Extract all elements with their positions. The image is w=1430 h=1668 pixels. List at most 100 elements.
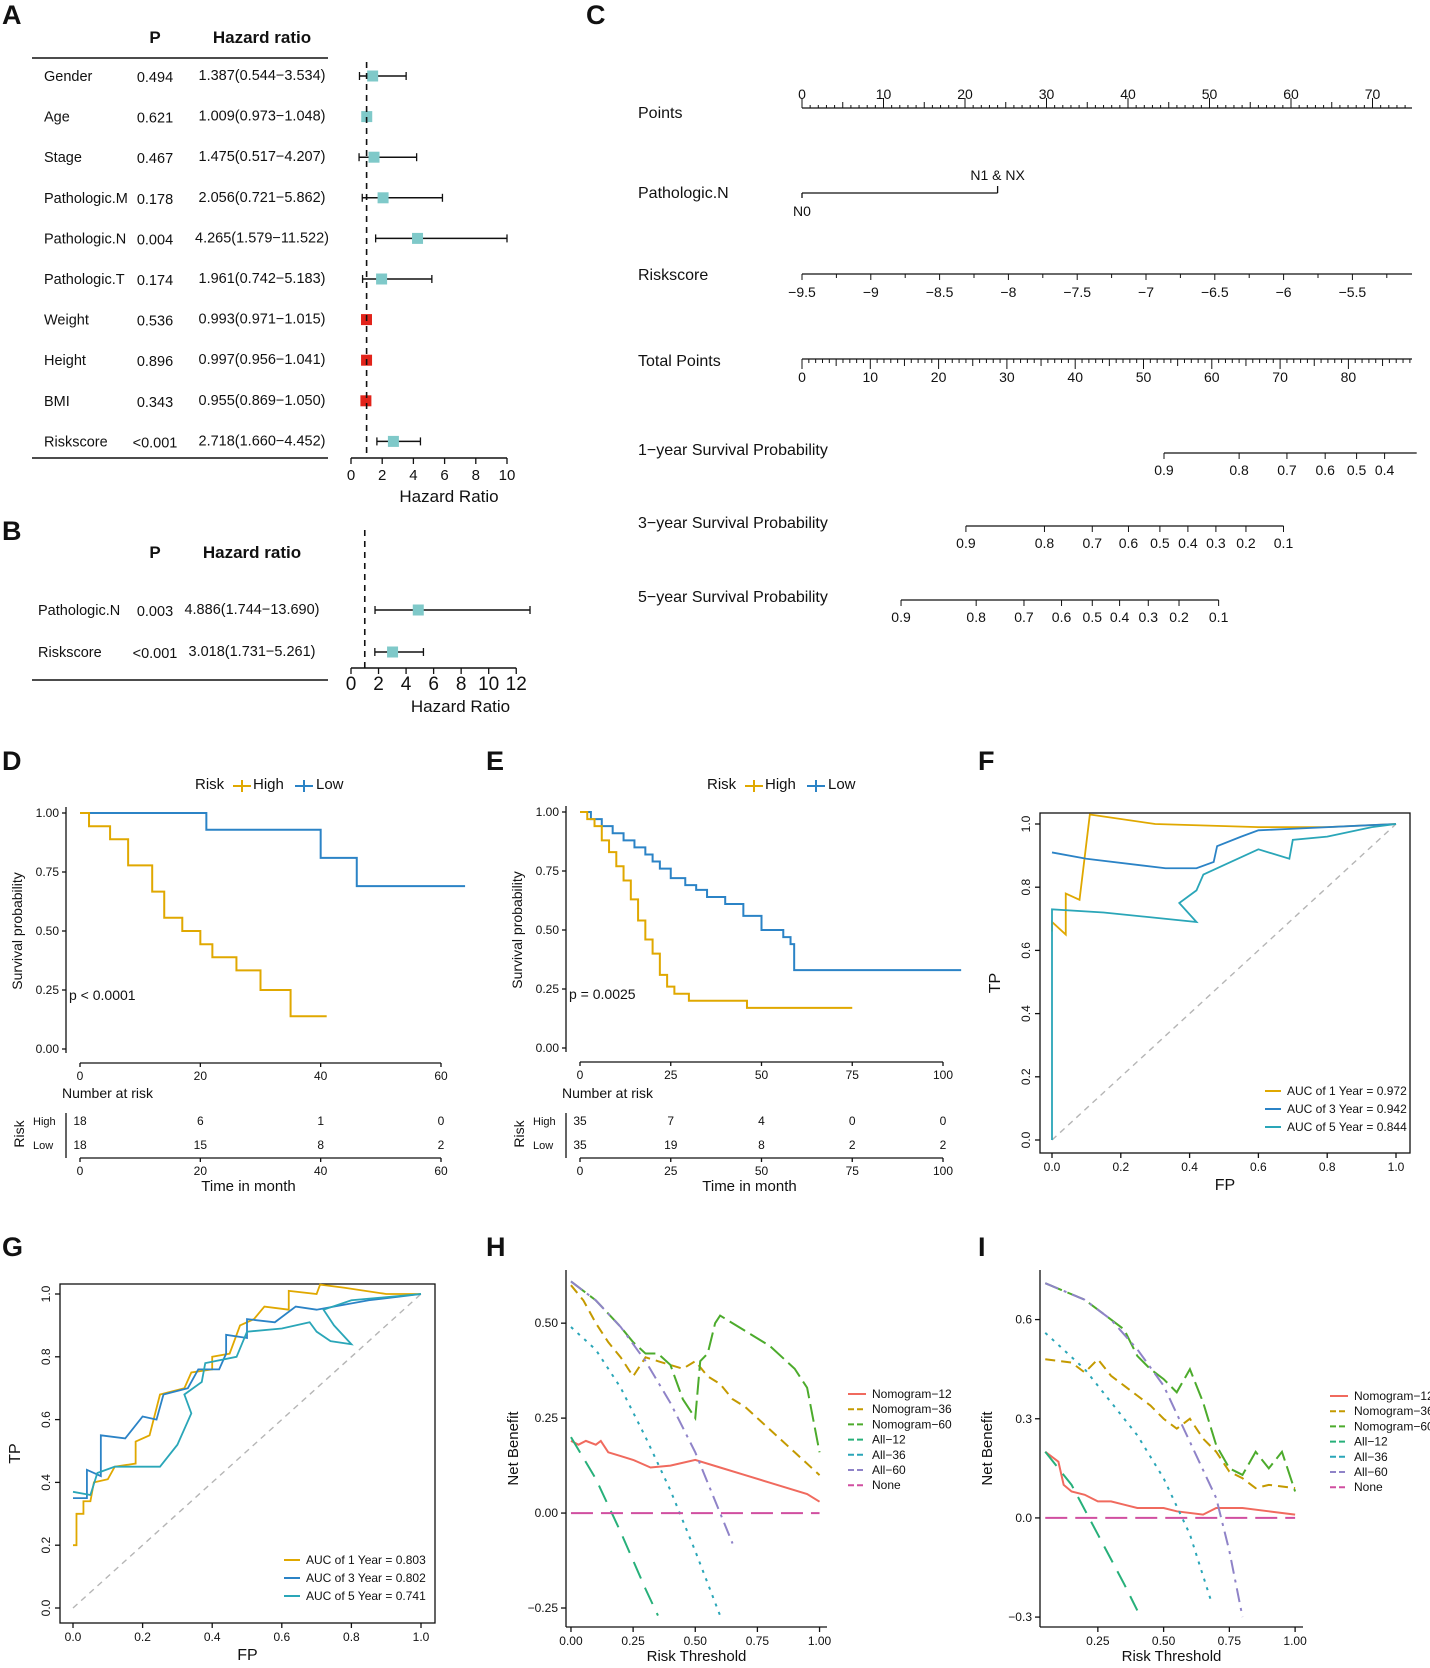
legend-label: None: [1354, 1480, 1383, 1494]
x-tick-label: 0.8: [1319, 1160, 1336, 1174]
risk-high-count: 0: [438, 1114, 445, 1128]
x-axis-title: FP: [1215, 1177, 1235, 1194]
risk-x-tick-label: 100: [933, 1164, 953, 1178]
net-benefit-curve: [570, 1436, 659, 1617]
y-tick-label: 0.75: [36, 865, 60, 879]
x-tick-label: 0.4: [204, 1630, 221, 1644]
panel-i-decision-curve: −0.3 0.0 0.3 0.6 0.25 0.50 0.75 1.00 Risk Thresh…: [979, 1270, 1430, 1665]
hr-point: [377, 192, 389, 204]
survival-tick-label: 0.2: [1169, 609, 1189, 625]
hr-point: [367, 70, 379, 82]
p-value-label: p = 0.0025: [569, 986, 636, 1002]
riskscore-tick-label: −9.5: [788, 284, 816, 300]
low-survival-curve: [580, 811, 962, 972]
roc-curve: [73, 1293, 422, 1499]
y-tick-label: 1.00: [536, 805, 560, 819]
x-tick-label: 0.00: [559, 1634, 583, 1648]
survival-tick-label: 0.7: [1014, 609, 1034, 625]
total-points-tick-label: 80: [1341, 369, 1357, 385]
survival-tick-label: 0.6: [1315, 462, 1335, 478]
row-label-survival: 3−year Survival Probability: [638, 515, 828, 532]
total-points-tick-label: 10: [863, 369, 879, 385]
panel-letter-d: D: [2, 746, 22, 776]
survival-tick-label: 0.1: [1209, 609, 1229, 625]
survival-tick-label: 0.7: [1277, 462, 1297, 478]
row-label: Stage: [44, 150, 82, 166]
row-label-survival: 5−year Survival Probability: [638, 589, 828, 606]
points-tick-label: 40: [1120, 86, 1136, 102]
points-tick-label: 60: [1283, 86, 1299, 102]
x-tick-label: 8: [472, 467, 480, 484]
net-benefit-curve: [1044, 1451, 1139, 1611]
panel-letter-c: C: [586, 0, 606, 30]
points-tick-label: 10: [876, 86, 892, 102]
risk-low-count: 2: [940, 1138, 947, 1152]
x-axis-title: Hazard Ratio: [411, 697, 510, 716]
net-benefit-curve: [570, 1280, 734, 1544]
riskscore-tick-label: −5.5: [1339, 284, 1367, 300]
hr-point: [360, 395, 372, 407]
y-axis-title: TP: [987, 973, 1004, 993]
y-tick-label: 0.6: [1015, 1313, 1032, 1327]
p-header: P: [149, 543, 160, 562]
row-label: Pathologic.T: [44, 272, 125, 288]
row-hazard-ratio: 0.993(0.971−1.015): [199, 312, 326, 328]
riskscore-tick-label: −7.5: [1063, 284, 1091, 300]
legend-label: Nomogram−60: [872, 1417, 952, 1431]
y-tick-label: 0.50: [36, 924, 60, 938]
legend-label: All−60: [872, 1463, 906, 1477]
net-benefit-curve: [1044, 1282, 1297, 1492]
x-axis-title: FP: [237, 1647, 257, 1664]
row-p-value: 0.004: [137, 232, 173, 248]
y-tick-label: 0.00: [36, 1042, 60, 1056]
row-p-value: 0.896: [137, 354, 173, 370]
x-tick-label: 75: [846, 1068, 860, 1082]
legend-label: All−12: [1354, 1435, 1388, 1449]
row-label: BMI: [44, 394, 70, 410]
panel-c-nomogram: Points 0 10 20 30 40 50 60 70 Pathologic.N N0 N1 & …: [638, 86, 1417, 625]
risk-high-count: 7: [667, 1114, 674, 1128]
y-tick-label: 0.3: [1015, 1412, 1032, 1426]
risk-x-tick-label: 40: [314, 1164, 328, 1178]
p-header: P: [149, 28, 160, 47]
x-tick-label: 8: [456, 674, 467, 695]
risk-x-tick-label: 0: [577, 1164, 584, 1178]
legend-label: Nomogram−12: [872, 1387, 952, 1401]
legend-label: All−36: [872, 1448, 906, 1462]
risk-high-count: 6: [197, 1114, 204, 1128]
y-tick-label: 1.00: [36, 806, 60, 820]
risk-low-count: 18: [73, 1138, 87, 1152]
x-tick-label: 1.00: [1283, 1634, 1307, 1648]
x-tick-label: 100: [933, 1068, 953, 1082]
legend-high-key: [745, 780, 763, 792]
x-tick-label: 20: [194, 1069, 208, 1083]
riskscore-tick-label: −9: [863, 284, 879, 300]
legend-high-label: High: [253, 776, 284, 793]
y-tick-label: −0.25: [528, 1601, 559, 1615]
hr-point: [412, 232, 424, 244]
legend-low-key: [295, 780, 313, 792]
risk-table-title: Number at risk: [62, 1085, 154, 1101]
net-benefit-curve: [1044, 1282, 1244, 1618]
legend-label: All−36: [1354, 1450, 1388, 1464]
legend-label: All−60: [1354, 1465, 1388, 1479]
net-benefit-curve: [570, 1326, 722, 1616]
survival-tick-label: 0.6: [1052, 609, 1072, 625]
x-tick-label: 10: [499, 467, 516, 484]
points-tick-label: 0: [798, 86, 806, 102]
total-points-tick-label: 20: [931, 369, 947, 385]
risk-table-title: Number at risk: [562, 1085, 654, 1101]
risk-low-count: 2: [438, 1138, 445, 1152]
y-tick-label: 0.8: [1019, 879, 1033, 896]
risk-x-tick-label: 20: [194, 1164, 208, 1178]
total-points-tick-label: 60: [1204, 369, 1220, 385]
panel-letter-e: E: [486, 746, 504, 776]
legend-low-label: Low: [828, 776, 856, 793]
legend-label: Nomogram−36: [872, 1402, 952, 1416]
risk-x-tick-label: 75: [846, 1164, 860, 1178]
x-tick-label: 0: [77, 1069, 84, 1083]
legend-low-key: [807, 780, 825, 792]
x-axis-title: Risk Threshold: [1122, 1648, 1222, 1665]
panel-b-forest-plot: P Hazard ratio Pathologic.N 0.003 4.886(1.74…: [32, 530, 531, 716]
roc-curve: [72, 1293, 422, 1496]
